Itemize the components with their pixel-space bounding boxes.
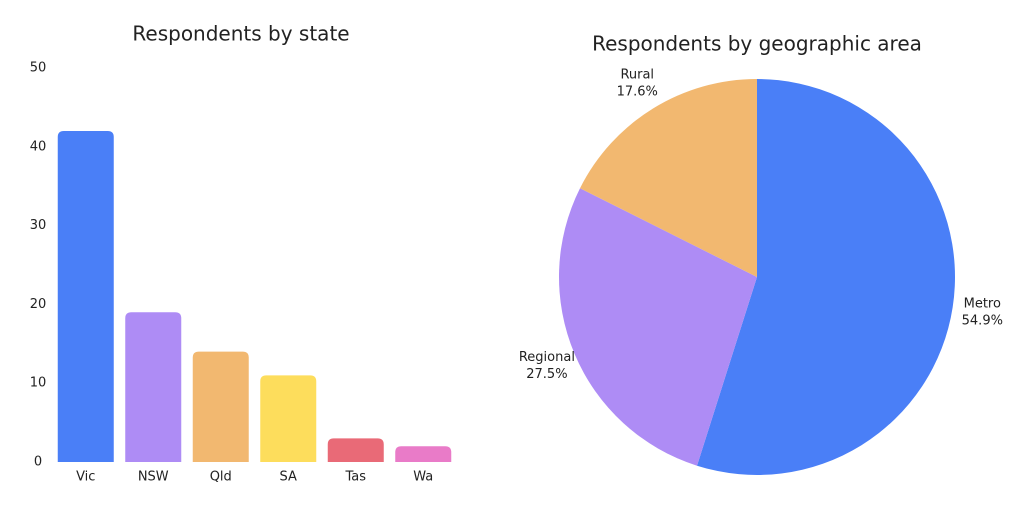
y-tick-label: 0	[34, 455, 42, 470]
y-tick-label: 30	[30, 218, 47, 233]
slice-label: Regional	[519, 350, 575, 365]
x-tick-label: NSW	[138, 470, 169, 485]
y-tick-label: 50	[30, 61, 47, 76]
y-tick-label: 10	[30, 376, 47, 391]
pie-slice	[696, 79, 956, 475]
y-tick-label: 40	[30, 139, 47, 154]
x-tick-label: Vic	[76, 470, 95, 485]
slice-label: Rural	[620, 67, 654, 82]
pie-slice	[580, 79, 757, 277]
bar	[57, 131, 114, 463]
chart-title: Respondents by state	[132, 22, 349, 46]
slice-value-label: 27.5%	[526, 367, 567, 382]
x-tick-label: SA	[280, 470, 297, 485]
bar	[395, 446, 452, 462]
bar	[327, 438, 384, 462]
x-tick-label: Qld	[210, 470, 232, 485]
x-tick-label: Wa	[413, 470, 433, 485]
bar	[125, 312, 182, 462]
slice-value-label: 17.6%	[617, 84, 658, 99]
bar	[192, 351, 249, 462]
pie-slice	[559, 188, 757, 466]
bar	[260, 375, 317, 462]
slice-label: Metro	[964, 296, 1001, 311]
chart-title: Respondents by geographic area	[592, 32, 922, 56]
y-tick-label: 20	[30, 297, 47, 312]
slice-value-label: 54.9%	[962, 313, 1003, 328]
x-tick-label: Tas	[344, 470, 366, 485]
